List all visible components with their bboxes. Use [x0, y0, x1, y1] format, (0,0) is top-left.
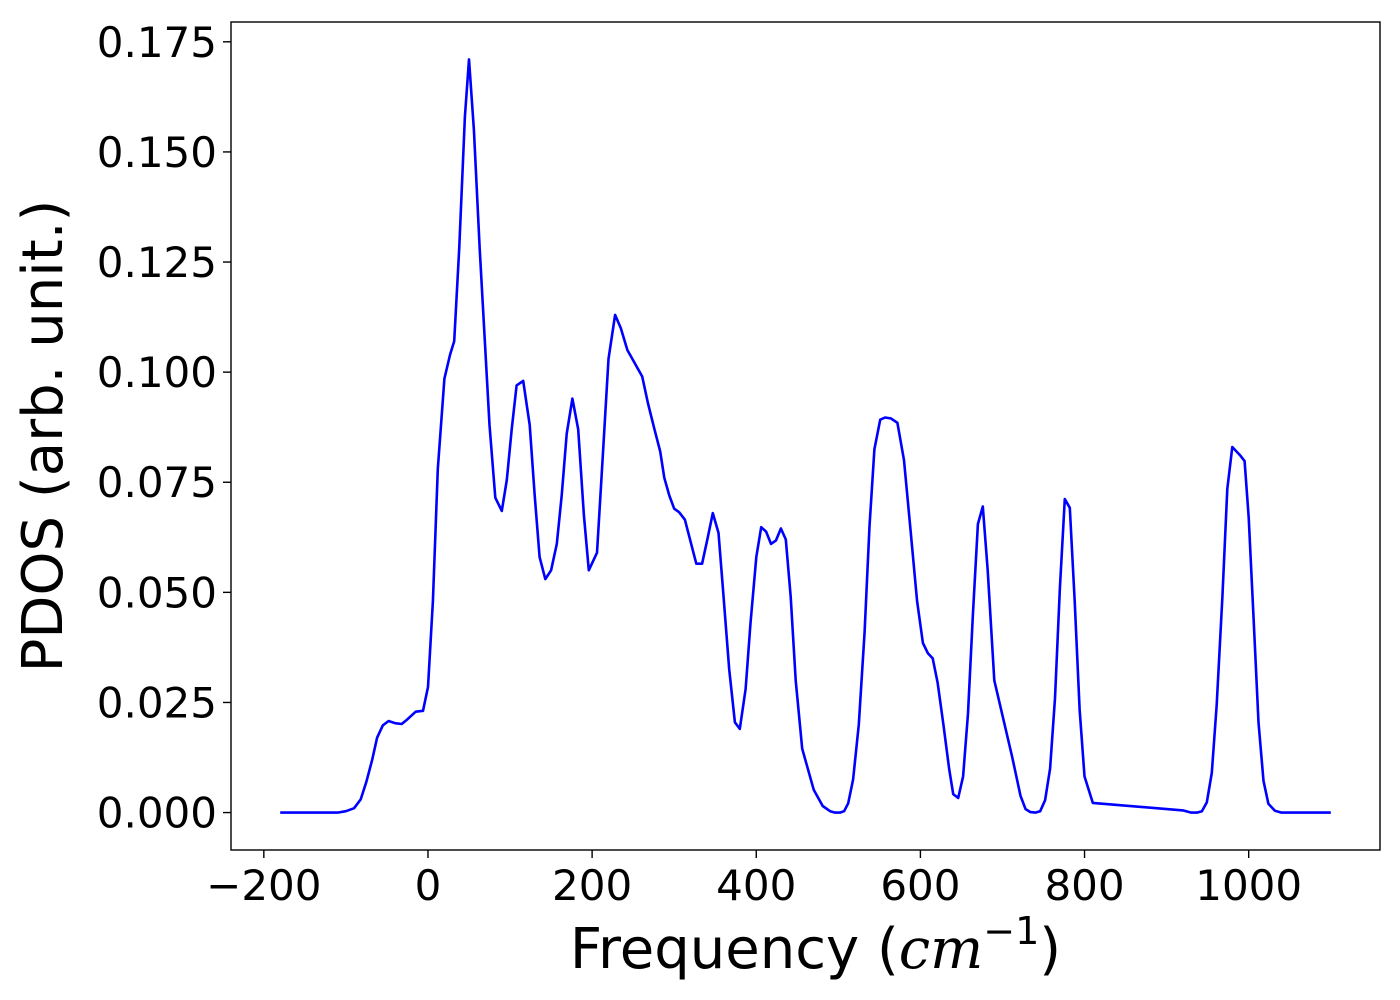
x-axis-title-exponent: −1	[983, 909, 1039, 953]
y-tick-label: 0.025	[97, 678, 217, 727]
y-tick-label: 0.000	[97, 789, 217, 838]
x-tick-label: −200	[206, 861, 321, 910]
plot-area	[280, 58, 1331, 814]
y-tick-label: 0.100	[97, 348, 217, 397]
x-axis: −200 0 200 400 600 800 1000	[206, 850, 1302, 910]
x-axis-title-unit: cm	[899, 917, 983, 982]
y-tick-label: 0.150	[97, 128, 217, 177]
y-tick-label: 0.050	[97, 568, 217, 617]
plot-frame	[230, 21, 1381, 851]
x-tick-label: 400	[716, 861, 796, 910]
x-tick-label: 1000	[1195, 861, 1302, 910]
x-tick-label: 600	[880, 861, 960, 910]
x-axis-title: Frequency (cm−1)	[570, 909, 1061, 982]
y-tick-label: 0.075	[97, 458, 217, 507]
x-tick-label: 800	[1044, 861, 1124, 910]
y-tick-label: 0.125	[97, 238, 217, 287]
y-axis: 0.000 0.025 0.050 0.075 0.100 0.125 0.150 0.175	[97, 18, 231, 838]
x-tick-label: 0	[415, 861, 442, 910]
x-axis-title-text: Frequency (	[570, 917, 899, 982]
series-line-0	[280, 58, 1331, 814]
x-axis-title-close: )	[1039, 917, 1061, 982]
y-axis-title: PDOS (arb. unit.)	[11, 200, 76, 673]
x-tick-label: 200	[552, 861, 632, 910]
y-tick-label: 0.175	[97, 18, 217, 67]
